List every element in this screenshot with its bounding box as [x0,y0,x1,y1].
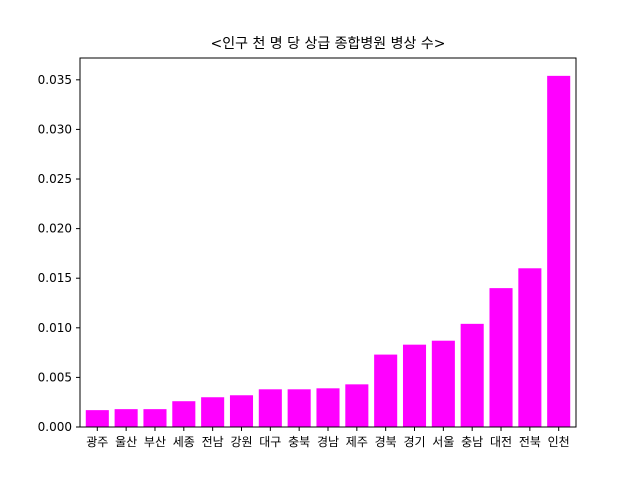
y-tick-label: 0.035 [38,73,72,87]
bar-세종 [172,401,195,427]
bar-광주 [86,410,109,427]
y-tick-label: 0.015 [38,271,72,285]
bar-인천 [547,76,570,427]
bar-대전 [489,288,512,427]
bar-강원 [230,395,253,427]
x-tick-label: 강원 [230,435,252,449]
y-tick-label: 0.000 [38,420,72,434]
y-tick-label: 0.030 [38,122,72,136]
x-tick-label: 전북 [519,435,541,449]
bar-경북 [374,355,397,427]
bar-울산 [115,409,138,427]
x-tick-label: 부산 [144,435,166,449]
x-tick-label: 경북 [375,435,397,449]
y-tick-label: 0.025 [38,172,72,186]
y-tick-label: 0.020 [38,222,72,236]
x-tick-label: 대구 [259,435,281,449]
x-tick-label: 서울 [432,435,454,449]
bar-제주 [345,384,368,427]
x-tick-label: 경기 [403,435,425,449]
x-tick-label: 제주 [346,435,368,449]
bar-대구 [259,389,282,427]
y-axis: 0.000 0.005 0.010 0.015 0.020 0.025 0.030 0.035 [38,73,80,434]
chart-title: <인구 천 명 당 상급 종합병원 병상 수> [211,36,446,52]
x-axis: 광주 울산 부산 세종 전남 강원 대구 충북 경남 제주 경북 경기 서울 충남 대전 전북 인천 [86,427,569,449]
y-tick-label: 0.010 [38,321,72,335]
bar-충남 [461,324,484,427]
y-tick-label: 0.005 [38,370,72,384]
x-tick-label: 울산 [115,435,137,449]
x-tick-label: 대전 [490,435,512,449]
bars-group [86,76,570,427]
bar-충북 [288,389,311,427]
x-tick-label: 경남 [317,435,339,449]
x-tick-label: 충북 [288,435,310,449]
x-tick-label: 충남 [461,435,483,449]
bar-전북 [518,268,541,427]
bar-전남 [201,397,224,427]
x-tick-label: 전남 [202,435,224,449]
bar-경남 [316,388,339,427]
x-tick-label: 인천 [548,434,570,449]
x-tick-label: 광주 [86,435,108,449]
bar-부산 [143,409,166,427]
x-tick-label: 세종 [173,435,195,449]
bar-서울 [432,341,455,427]
bar-경기 [403,345,426,427]
